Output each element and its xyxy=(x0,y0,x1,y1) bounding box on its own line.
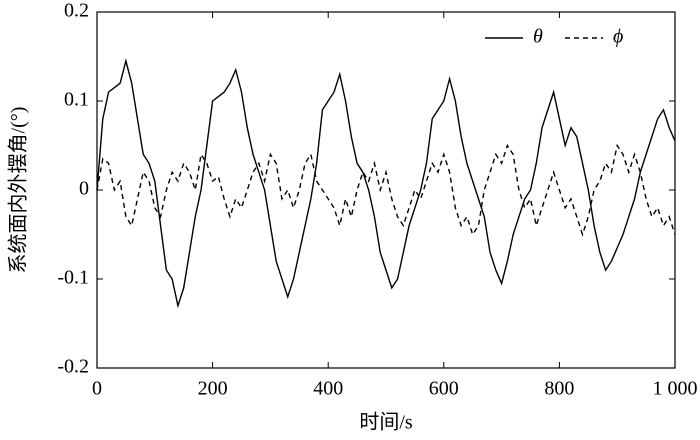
x-axis-label: 时间/s xyxy=(359,411,413,434)
x-tick-label: 1 000 xyxy=(653,378,698,400)
y-tick-label: 0.1 xyxy=(64,89,89,111)
legend-label: θ xyxy=(533,26,543,48)
y-tick-label: 0 xyxy=(79,178,89,200)
y-tick-label: -0.2 xyxy=(57,356,89,378)
y-tick-label: -0.1 xyxy=(57,267,89,289)
x-tick-label: 600 xyxy=(429,378,459,400)
x-tick-label: 800 xyxy=(544,378,574,400)
series-line xyxy=(96,58,676,309)
y-axis-label: 系统面内外摆角/(°) xyxy=(7,107,30,274)
x-tick-label: 0 xyxy=(92,378,102,400)
series-line xyxy=(96,143,676,237)
x-tick-label: 200 xyxy=(198,378,228,400)
legend-label: ϕ xyxy=(613,26,623,48)
x-tick-label: 400 xyxy=(313,378,343,400)
y-tick-label: 0.2 xyxy=(64,0,89,22)
